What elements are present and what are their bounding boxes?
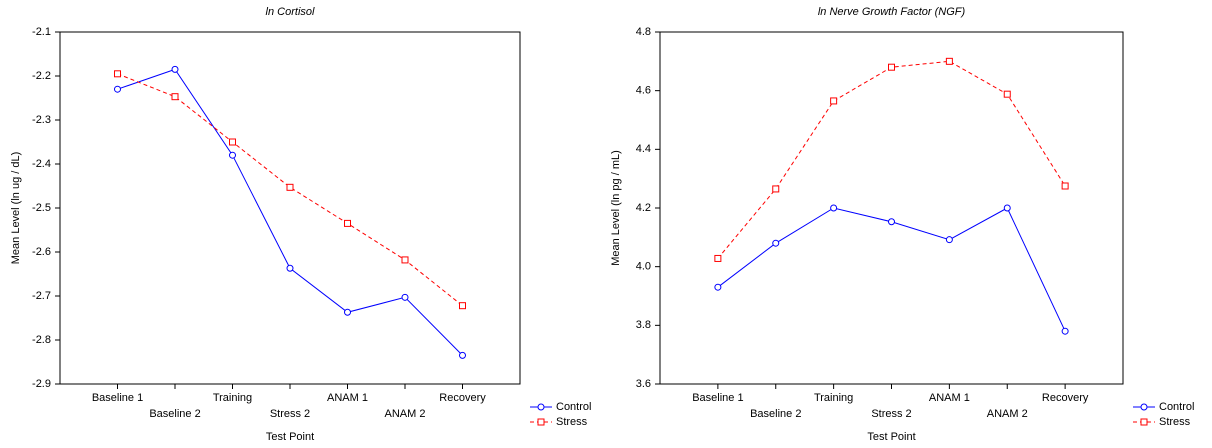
- x-tick-label: Baseline 1: [692, 392, 743, 404]
- marker: [1061, 182, 1069, 190]
- y-tick-label: -2.7: [32, 290, 51, 302]
- marker: [772, 239, 780, 247]
- marker: [459, 302, 466, 310]
- marker: [1003, 204, 1011, 212]
- y-tick-label: -2.9: [32, 378, 51, 390]
- y-tick-label: -2.6: [32, 246, 51, 258]
- legend-label: Control: [1159, 401, 1194, 413]
- chart: ln Nerve Growth Factor (NGF) Test Point Me…: [610, 6, 1195, 443]
- x-tick-label: ANAM 1: [929, 392, 970, 404]
- marker: [114, 70, 121, 78]
- marker: [229, 138, 236, 146]
- marker: [1003, 90, 1011, 98]
- marker: [945, 236, 953, 244]
- marker: [229, 151, 236, 159]
- marker: [830, 204, 838, 212]
- marker: [714, 283, 722, 291]
- legend-marker: [537, 418, 545, 426]
- x-tick-label: ANAM 1: [327, 392, 368, 404]
- legend-marker: [1140, 403, 1148, 411]
- x-tick-label: Recovery: [1042, 392, 1089, 404]
- y-tick-label: -2.3: [32, 114, 51, 126]
- marker: [772, 185, 780, 193]
- y-tick-label: 4.0: [636, 261, 651, 273]
- marker: [1061, 327, 1069, 335]
- marker: [171, 93, 179, 101]
- series-line: [717, 207, 1066, 332]
- y-tick-label: 3.8: [636, 319, 651, 331]
- y-tick-label: -2.2: [32, 70, 51, 82]
- x-tick-label: ANAM 2: [987, 408, 1028, 420]
- marker: [401, 293, 409, 301]
- x-tick-label: Training: [213, 392, 252, 404]
- x-axis-label: Test Point: [867, 431, 915, 443]
- y-tick-label: 4.8: [636, 26, 651, 38]
- y-tick-label: 4.4: [636, 143, 651, 155]
- plot-frame: [659, 31, 1124, 385]
- y-tick-label: -2.5: [32, 202, 51, 214]
- x-axis-label: Test Point: [266, 431, 314, 443]
- legend-label: Stress: [1159, 416, 1191, 428]
- series-line: [717, 60, 1066, 259]
- y-axis-label: Mean Level (ln ug / dL): [10, 152, 22, 265]
- x-tick-label: Baseline 1: [92, 392, 143, 404]
- x-tick-label: Stress 2: [270, 408, 310, 420]
- y-tick-label: -2.8: [32, 334, 51, 346]
- y-axis-label: Mean Level (ln pg / mL): [610, 150, 622, 266]
- marker: [459, 351, 466, 359]
- x-tick-label: Training: [814, 392, 853, 404]
- marker: [888, 218, 895, 226]
- marker: [286, 183, 294, 191]
- x-tick-label: Stress 2: [871, 408, 911, 420]
- marker: [945, 57, 953, 65]
- marker: [286, 264, 294, 272]
- x-tick-label: Baseline 2: [750, 408, 801, 420]
- chart-title: ln Cortisol: [266, 6, 315, 18]
- marker: [344, 308, 351, 316]
- y-tick-label: -2.4: [32, 158, 51, 170]
- legend-marker: [537, 403, 545, 411]
- legend-label: Control: [556, 401, 591, 413]
- x-tick-label: Baseline 2: [149, 408, 200, 420]
- y-tick-label: 4.6: [636, 85, 651, 97]
- marker: [888, 63, 895, 71]
- marker: [830, 97, 838, 105]
- marker: [114, 85, 121, 93]
- y-tick-label: -2.1: [32, 26, 51, 38]
- chart-title: ln Nerve Growth Factor (NGF): [818, 6, 966, 18]
- legend-label: Stress: [556, 416, 588, 428]
- marker: [401, 256, 409, 264]
- series-line: [117, 68, 463, 356]
- x-tick-label: ANAM 2: [385, 408, 426, 420]
- marker: [714, 254, 722, 262]
- x-tick-label: Recovery: [439, 392, 486, 404]
- y-tick-label: 3.6: [636, 378, 651, 390]
- chart: ln Cortisol Test Point Mean Level (ln ug /…: [10, 6, 592, 443]
- y-tick-label: 4.2: [636, 202, 651, 214]
- marker: [344, 219, 351, 227]
- legend-marker: [1140, 418, 1148, 426]
- marker: [171, 65, 179, 73]
